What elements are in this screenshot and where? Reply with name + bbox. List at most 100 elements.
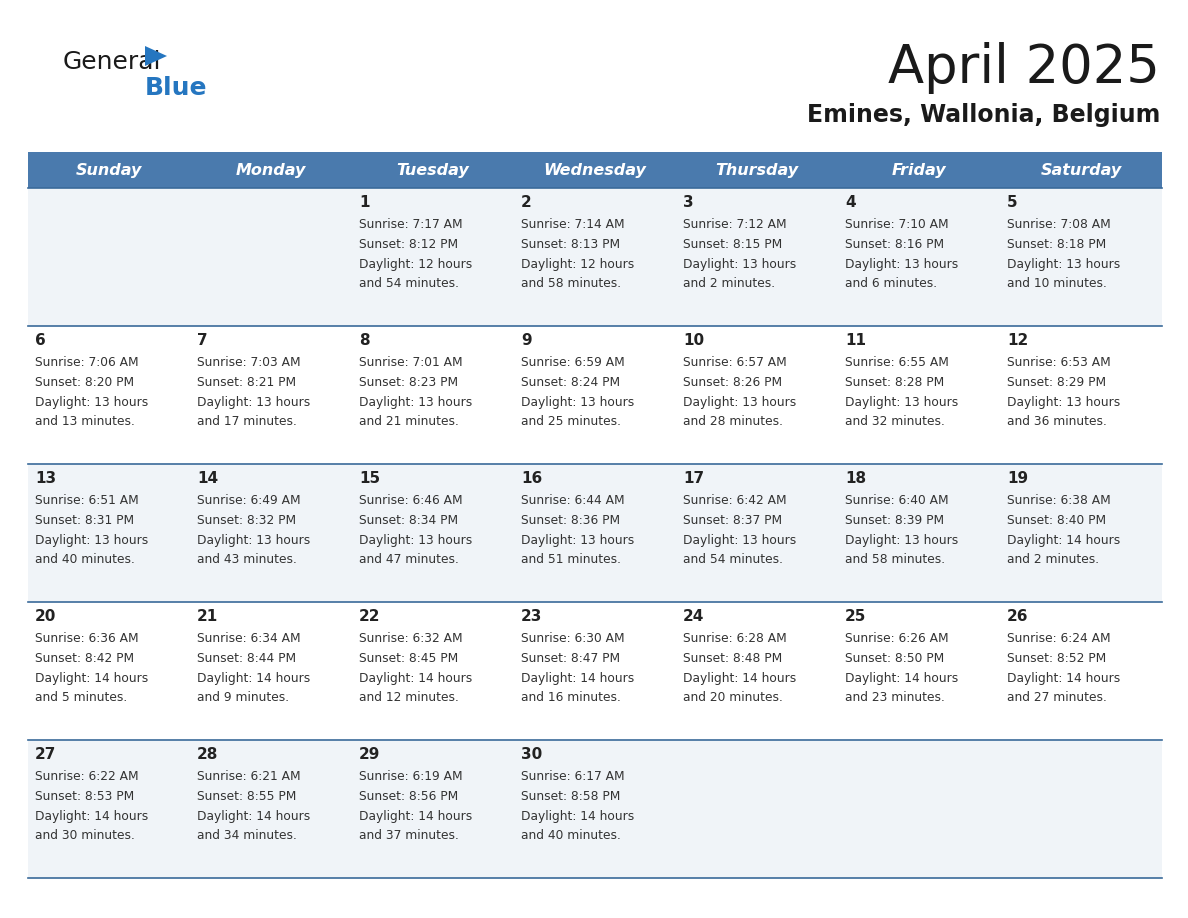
Text: Daylight: 13 hours: Daylight: 13 hours — [359, 396, 473, 409]
Text: and 16 minutes.: and 16 minutes. — [522, 691, 621, 704]
Text: Saturday: Saturday — [1041, 162, 1121, 177]
Text: Sunrise: 7:14 AM: Sunrise: 7:14 AM — [522, 218, 625, 231]
Text: Sunset: 8:56 PM: Sunset: 8:56 PM — [359, 790, 459, 803]
Text: 26: 26 — [1007, 609, 1029, 624]
Text: and 17 minutes.: and 17 minutes. — [197, 415, 297, 428]
Text: Sunrise: 6:30 AM: Sunrise: 6:30 AM — [522, 632, 625, 645]
Text: and 54 minutes.: and 54 minutes. — [359, 277, 459, 290]
Text: 5: 5 — [1007, 195, 1018, 210]
Text: Sunset: 8:34 PM: Sunset: 8:34 PM — [359, 514, 459, 527]
Text: Daylight: 14 hours: Daylight: 14 hours — [845, 672, 959, 685]
Text: Sunrise: 7:03 AM: Sunrise: 7:03 AM — [197, 356, 301, 369]
Text: 1: 1 — [359, 195, 369, 210]
Text: Sunset: 8:55 PM: Sunset: 8:55 PM — [197, 790, 296, 803]
Text: 10: 10 — [683, 333, 704, 348]
Text: Sunset: 8:50 PM: Sunset: 8:50 PM — [845, 652, 944, 665]
Text: Sunrise: 6:59 AM: Sunrise: 6:59 AM — [522, 356, 625, 369]
Text: Daylight: 14 hours: Daylight: 14 hours — [197, 810, 310, 823]
Text: Sunset: 8:48 PM: Sunset: 8:48 PM — [683, 652, 782, 665]
Text: 17: 17 — [683, 471, 704, 486]
Text: Sunset: 8:28 PM: Sunset: 8:28 PM — [845, 376, 944, 389]
Text: 6: 6 — [34, 333, 46, 348]
Text: and 27 minutes.: and 27 minutes. — [1007, 691, 1107, 704]
Text: Daylight: 12 hours: Daylight: 12 hours — [522, 258, 634, 271]
Text: 14: 14 — [197, 471, 219, 486]
Text: Sunset: 8:42 PM: Sunset: 8:42 PM — [34, 652, 134, 665]
Text: Daylight: 14 hours: Daylight: 14 hours — [34, 672, 148, 685]
Text: Sunset: 8:52 PM: Sunset: 8:52 PM — [1007, 652, 1106, 665]
Text: Sunset: 8:53 PM: Sunset: 8:53 PM — [34, 790, 134, 803]
Text: Sunset: 8:31 PM: Sunset: 8:31 PM — [34, 514, 134, 527]
Text: Sunrise: 6:21 AM: Sunrise: 6:21 AM — [197, 770, 301, 783]
Text: Daylight: 12 hours: Daylight: 12 hours — [359, 258, 473, 271]
Text: Sunrise: 7:17 AM: Sunrise: 7:17 AM — [359, 218, 462, 231]
Text: Friday: Friday — [892, 162, 947, 177]
Text: General: General — [63, 50, 162, 74]
Text: and 9 minutes.: and 9 minutes. — [197, 691, 289, 704]
Text: and 20 minutes.: and 20 minutes. — [683, 691, 783, 704]
Text: Daylight: 14 hours: Daylight: 14 hours — [1007, 534, 1120, 547]
Text: Sunday: Sunday — [76, 162, 143, 177]
Text: Sunrise: 6:17 AM: Sunrise: 6:17 AM — [522, 770, 625, 783]
Bar — [29, 152, 1162, 188]
Text: 7: 7 — [197, 333, 208, 348]
Text: and 30 minutes.: and 30 minutes. — [34, 829, 135, 842]
Text: Daylight: 13 hours: Daylight: 13 hours — [34, 396, 148, 409]
Text: and 37 minutes.: and 37 minutes. — [359, 829, 459, 842]
Text: Daylight: 13 hours: Daylight: 13 hours — [197, 534, 310, 547]
Text: Daylight: 14 hours: Daylight: 14 hours — [1007, 672, 1120, 685]
Text: Sunset: 8:29 PM: Sunset: 8:29 PM — [1007, 376, 1106, 389]
Text: 22: 22 — [359, 609, 380, 624]
Polygon shape — [145, 46, 168, 66]
Text: and 6 minutes.: and 6 minutes. — [845, 277, 937, 290]
Text: and 23 minutes.: and 23 minutes. — [845, 691, 944, 704]
Text: Sunset: 8:45 PM: Sunset: 8:45 PM — [359, 652, 459, 665]
Text: Sunrise: 6:34 AM: Sunrise: 6:34 AM — [197, 632, 301, 645]
Text: and 13 minutes.: and 13 minutes. — [34, 415, 135, 428]
Text: Daylight: 14 hours: Daylight: 14 hours — [359, 672, 473, 685]
Bar — [29, 464, 1162, 602]
Bar — [29, 740, 1162, 878]
Text: Sunrise: 7:10 AM: Sunrise: 7:10 AM — [845, 218, 949, 231]
Text: 2: 2 — [522, 195, 532, 210]
Text: Sunrise: 7:06 AM: Sunrise: 7:06 AM — [34, 356, 139, 369]
Text: Sunrise: 6:26 AM: Sunrise: 6:26 AM — [845, 632, 949, 645]
Text: Sunset: 8:36 PM: Sunset: 8:36 PM — [522, 514, 620, 527]
Text: and 32 minutes.: and 32 minutes. — [845, 415, 944, 428]
Text: 29: 29 — [359, 747, 380, 762]
Text: and 25 minutes.: and 25 minutes. — [522, 415, 621, 428]
Text: Daylight: 13 hours: Daylight: 13 hours — [34, 534, 148, 547]
Text: Daylight: 13 hours: Daylight: 13 hours — [359, 534, 473, 547]
Text: and 28 minutes.: and 28 minutes. — [683, 415, 783, 428]
Text: Sunrise: 6:40 AM: Sunrise: 6:40 AM — [845, 494, 949, 507]
Text: Sunset: 8:32 PM: Sunset: 8:32 PM — [197, 514, 296, 527]
Text: 30: 30 — [522, 747, 542, 762]
Text: Sunrise: 6:55 AM: Sunrise: 6:55 AM — [845, 356, 949, 369]
Bar — [29, 188, 1162, 326]
Text: Sunrise: 7:01 AM: Sunrise: 7:01 AM — [359, 356, 462, 369]
Text: Sunset: 8:21 PM: Sunset: 8:21 PM — [197, 376, 296, 389]
Text: and 40 minutes.: and 40 minutes. — [34, 553, 135, 566]
Text: 4: 4 — [845, 195, 855, 210]
Text: 15: 15 — [359, 471, 380, 486]
Text: and 5 minutes.: and 5 minutes. — [34, 691, 127, 704]
Text: Daylight: 14 hours: Daylight: 14 hours — [34, 810, 148, 823]
Text: Sunset: 8:15 PM: Sunset: 8:15 PM — [683, 238, 782, 251]
Text: Sunset: 8:40 PM: Sunset: 8:40 PM — [1007, 514, 1106, 527]
Text: Daylight: 13 hours: Daylight: 13 hours — [522, 396, 634, 409]
Text: and 36 minutes.: and 36 minutes. — [1007, 415, 1107, 428]
Text: Daylight: 14 hours: Daylight: 14 hours — [197, 672, 310, 685]
Text: and 58 minutes.: and 58 minutes. — [522, 277, 621, 290]
Text: 16: 16 — [522, 471, 542, 486]
Text: and 40 minutes.: and 40 minutes. — [522, 829, 621, 842]
Text: 20: 20 — [34, 609, 56, 624]
Text: Sunrise: 6:22 AM: Sunrise: 6:22 AM — [34, 770, 139, 783]
Text: Sunrise: 6:24 AM: Sunrise: 6:24 AM — [1007, 632, 1111, 645]
Text: Sunrise: 6:49 AM: Sunrise: 6:49 AM — [197, 494, 301, 507]
Text: and 43 minutes.: and 43 minutes. — [197, 553, 297, 566]
Text: Sunset: 8:26 PM: Sunset: 8:26 PM — [683, 376, 782, 389]
Text: 23: 23 — [522, 609, 543, 624]
Text: 11: 11 — [845, 333, 866, 348]
Text: Daylight: 14 hours: Daylight: 14 hours — [522, 672, 634, 685]
Text: Sunrise: 7:12 AM: Sunrise: 7:12 AM — [683, 218, 786, 231]
